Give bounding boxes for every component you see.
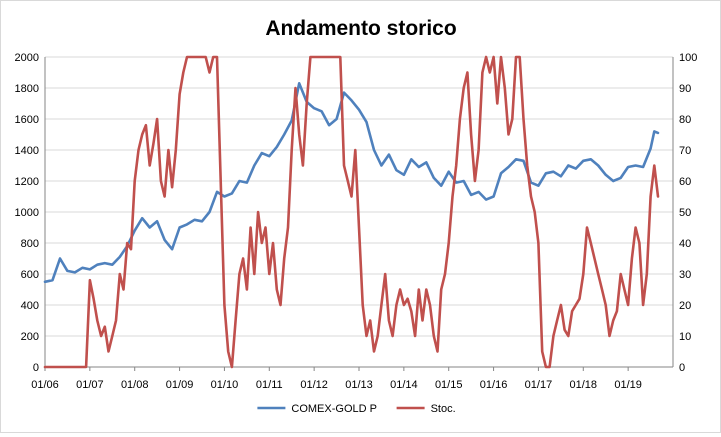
gridlines: [45, 56, 673, 337]
x-tick-label: 01/13: [345, 379, 373, 391]
y-right-tick-label: 70: [679, 145, 691, 157]
x-tick-label: 01/18: [570, 379, 598, 391]
y-right-tick-label: 20: [679, 300, 691, 312]
y-left-tick-label: 200: [21, 331, 39, 343]
x-tick-label: 01/11: [256, 379, 283, 391]
chart-title: Andamento storico: [265, 17, 456, 40]
x-tick-label: 01/10: [211, 379, 239, 391]
series-line-stoc: [43, 55, 660, 369]
x-tick-label: 01/16: [480, 379, 508, 391]
y-right-tick-label: 80: [679, 114, 691, 126]
axes: 0 200 400 600 800 1000 1200 1400 1600 1800 2000 0 10…: [15, 52, 698, 391]
y-right-tick-label: 0: [679, 362, 685, 374]
series-line-comex-gold-p: [43, 82, 660, 284]
y-right-tick-label: 60: [679, 176, 691, 188]
y-left-tick-label: 0: [33, 362, 39, 374]
x-tick-label: 01/19: [614, 379, 642, 391]
legend: COMEX-GOLD P Stoc.: [257, 403, 456, 415]
x-tick-label: 01/15: [435, 379, 463, 391]
y-left-tick-label: 800: [21, 238, 39, 250]
x-tick-label: 01/14: [390, 379, 418, 391]
x-tick-label: 01/09: [166, 379, 194, 391]
legend-label-stoc: Stoc.: [431, 403, 456, 415]
series-lines: [43, 55, 660, 369]
y-left-tick-label: 600: [21, 269, 39, 281]
y-left-tick-label: 1600: [15, 114, 39, 126]
y-right-tick-label: 40: [679, 238, 691, 250]
y-right-tick-label: 10: [679, 331, 691, 343]
y-left-tick-label: 1000: [15, 207, 39, 219]
y-left-tick-label: 400: [21, 300, 39, 312]
legend-label-comex-gold-p: COMEX-GOLD P: [291, 403, 377, 415]
y-left-tick-label: 1400: [15, 145, 39, 157]
y-right-tick-label: 100: [679, 52, 697, 64]
x-tick-label: 01/06: [31, 379, 59, 391]
y-left-tick-label: 2000: [15, 52, 39, 64]
y-right-tick-label: 50: [679, 207, 691, 219]
x-tick-label: 01/12: [300, 379, 328, 391]
y-left-tick-label: 1200: [15, 176, 39, 188]
y-right-tick-label: 30: [679, 269, 691, 281]
x-tick-label: 01/07: [76, 379, 104, 391]
x-tick-label: 01/17: [525, 379, 553, 391]
y-right-tick-label: 90: [679, 83, 691, 95]
x-tick-label: 01/08: [121, 379, 149, 391]
y-left-tick-label: 1800: [15, 83, 39, 95]
